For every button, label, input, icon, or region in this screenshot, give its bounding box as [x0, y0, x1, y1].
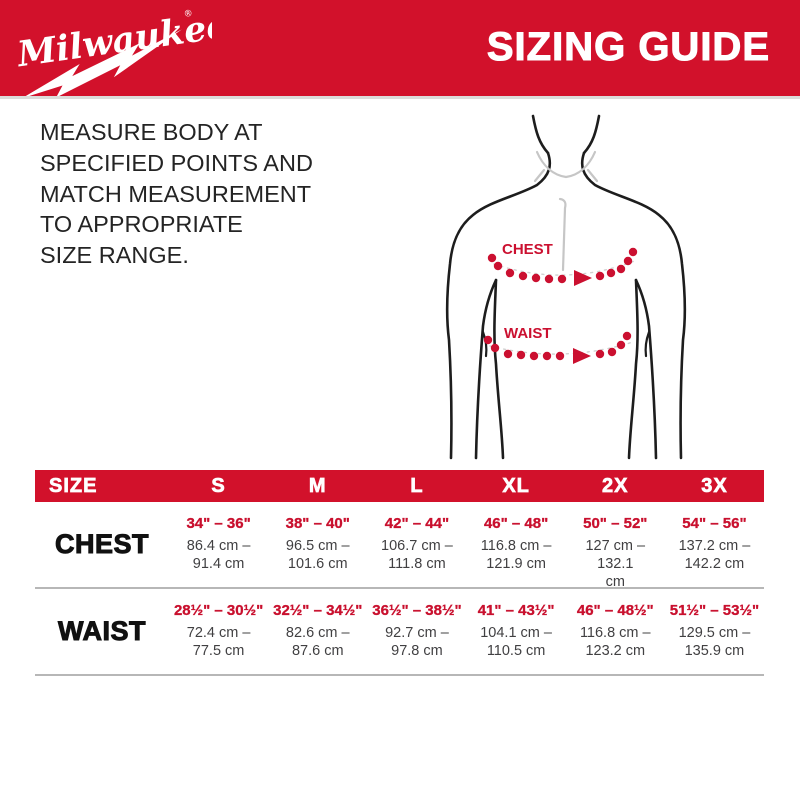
chest-cell-s: 34" – 36" 86.4 cm – 91.4 cm — [169, 502, 268, 587]
col-header-3x: 3X — [701, 474, 728, 497]
chest-measure-line: CHEST — [487, 241, 638, 286]
cm-range: 135.9 cm — [684, 643, 745, 659]
cm-range: 77.5 cm — [192, 643, 245, 659]
waist-cell-xl: 41" – 43½" 104.1 cm – 110.5 cm — [467, 589, 566, 674]
waist-measure-line: WAIST — [483, 325, 632, 364]
table-row-chest: CHEST 34" – 36" 86.4 cm – 91.4 cm 38" – … — [35, 502, 764, 590]
chest-diagram-label: CHEST — [502, 241, 553, 258]
brand-header-bar: Milwaukee ® SIZING GUIDE — [0, 0, 800, 96]
chest-arrow-right-icon — [574, 270, 592, 286]
inch-range: 38" – 40" — [285, 515, 350, 532]
chest-cell-2x: 50" – 52" 127 cm – 132.1 cm — [566, 502, 665, 590]
col-header-xl: XL — [502, 474, 530, 497]
cm-range: 91.4 cm — [192, 556, 245, 572]
cm-range: 97.8 cm — [391, 643, 443, 659]
cm-range: 116.8 cm – — [579, 625, 651, 641]
waist-diagram-label: WAIST — [504, 325, 552, 342]
milwaukee-logo: Milwaukee ® — [14, 5, 212, 96]
intro-line: MATCH MEASUREMENT — [40, 180, 312, 207]
waist-arrow-right-icon — [573, 348, 591, 364]
inch-range: 28½" – 30½" — [173, 602, 264, 619]
torso-measurement-diagram: CHEST WAIST — [445, 114, 687, 460]
inch-range: 34" – 36" — [186, 515, 251, 532]
chest-cell-xl: 46" – 48" 116.8 cm – 121.9 cm — [467, 502, 566, 587]
cm-range: 72.4 cm – — [186, 625, 251, 641]
waist-cell-2x: 46" – 48½" 116.8 cm – 123.2 cm — [566, 589, 665, 674]
inch-range: 46" – 48½" — [576, 602, 654, 619]
col-header-size: SIZE — [49, 474, 98, 497]
chest-cell-m: 38" – 40" 96.5 cm – 101.6 cm — [268, 502, 367, 587]
intro-line: MEASURE BODY AT — [40, 119, 263, 145]
cm-range: 129.5 cm – — [678, 625, 751, 641]
inch-range: 41" – 43½" — [477, 602, 555, 619]
cm-range: 127 cm – 132.1 — [585, 538, 646, 572]
cm-range: 111.8 cm — [388, 556, 446, 572]
size-table-header: SIZE S M L XL 2X 3X — [35, 470, 764, 502]
inch-range: 36½" – 38½" — [372, 602, 462, 619]
col-header-s: S — [211, 474, 226, 497]
col-header-l: L — [410, 474, 424, 497]
table-row-waist: WAIST 28½" – 30½" 72.4 cm – 77.5 cm 32½"… — [35, 589, 764, 674]
waist-cell-l: 36½" – 38½" 92.7 cm – 97.8 cm — [367, 589, 466, 674]
row-label-chest: CHEST — [54, 529, 149, 560]
waist-cell-3x: 51½" – 53½" 129.5 cm – 135.9 cm — [665, 589, 764, 674]
cm-range: 121.9 cm — [486, 556, 546, 572]
size-table: SIZE S M L XL 2X 3X CHEST 34" – 36" 86.4… — [35, 470, 764, 676]
inch-range: 46" – 48" — [483, 515, 549, 532]
cm-range: 104.1 cm – — [480, 625, 552, 641]
cm-range: 87.6 cm — [291, 643, 344, 659]
page-title: SIZING GUIDE — [486, 24, 770, 69]
lightning-bolt-icon — [21, 29, 182, 96]
intro-line: SPECIFIED POINTS AND — [40, 149, 313, 176]
inch-range: 42" – 44" — [384, 515, 450, 532]
waist-cell-s: 28½" – 30½" 72.4 cm – 77.5 cm — [169, 589, 268, 674]
inch-range: 32½" – 34½" — [273, 602, 363, 619]
intro-line: SIZE RANGE. — [40, 242, 189, 269]
row-label-waist: WAIST — [58, 616, 147, 647]
intro-line: TO APPROPRIATE — [40, 211, 243, 238]
cm-range: 92.7 cm – — [385, 625, 449, 641]
intro-text: MEASURE BODY AT SPECIFIED POINTS AND MAT… — [40, 117, 370, 271]
col-header-m: M — [308, 474, 327, 497]
row-divider — [35, 587, 764, 589]
cm-range: 101.6 cm — [287, 556, 348, 572]
waist-cell-m: 32½" – 34½" 82.6 cm – 87.6 cm — [268, 589, 367, 674]
cm-range: 116.8 cm – — [480, 538, 552, 554]
cm-range: 123.2 cm — [585, 643, 646, 659]
cm-range: 86.4 cm – — [186, 538, 251, 554]
cm-range: 142.2 cm — [684, 556, 745, 572]
inch-range: 51½" – 53½" — [669, 602, 760, 619]
inch-range: 50" – 52" — [583, 515, 648, 532]
cm-range: 82.6 cm – — [285, 625, 350, 641]
inch-range: 54" – 56" — [682, 515, 747, 532]
chest-cell-3x: 54" – 56" 137.2 cm – 142.2 cm — [665, 502, 764, 587]
cm-range: 110.5 cm — [486, 643, 546, 659]
col-header-2x: 2X — [602, 474, 629, 497]
chest-cell-l: 42" – 44" 106.7 cm – 111.8 cm — [367, 502, 466, 587]
cm-range: 96.5 cm – — [285, 538, 350, 554]
registered-trademark-icon: ® — [183, 9, 193, 20]
cm-range: 106.7 cm – — [381, 538, 453, 554]
cm-range: cm — [605, 574, 625, 590]
body-outline — [445, 114, 687, 460]
cm-range: 137.2 cm – — [678, 538, 751, 554]
row-divider — [35, 674, 764, 676]
